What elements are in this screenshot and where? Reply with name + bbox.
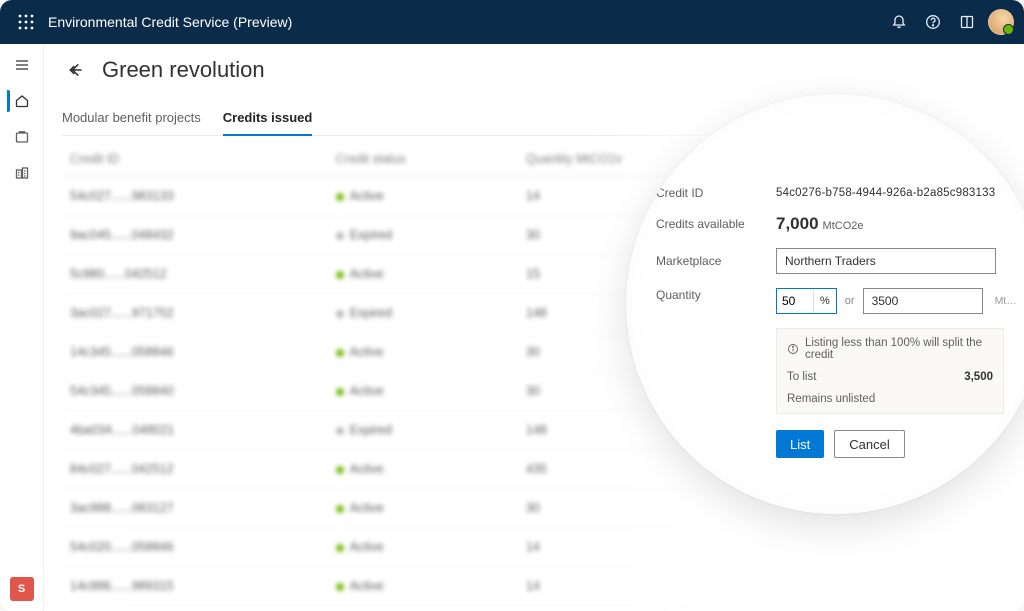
page-title: Green revolution bbox=[102, 57, 265, 83]
top-nav: Environmental Credit Service (Preview) bbox=[0, 0, 1024, 44]
tab-modular-benefit-projects[interactable]: Modular benefit projects bbox=[62, 102, 201, 135]
rail-bottom-badge[interactable]: S bbox=[10, 577, 34, 601]
quantity-absolute-unit: Mt… bbox=[995, 295, 1017, 307]
value-credit-id: 54c0276-b758-4944-926a-b2a85c983133 bbox=[776, 187, 1024, 199]
label-marketplace: Marketplace bbox=[656, 254, 776, 268]
help-icon[interactable] bbox=[916, 5, 950, 39]
col-credit-id[interactable]: Credit ID bbox=[62, 142, 328, 177]
split-info-text: Listing less than 100% will split the cr… bbox=[805, 337, 993, 361]
left-rail: S bbox=[0, 44, 44, 611]
marketplace-input[interactable] bbox=[776, 248, 996, 274]
rail-projects-icon[interactable] bbox=[7, 122, 37, 152]
col-credit-status[interactable]: Credit status bbox=[328, 142, 518, 177]
to-list-value: 3,500 bbox=[964, 371, 993, 383]
label-credit-id: Credit ID bbox=[656, 186, 776, 200]
quantity-percent-input[interactable] bbox=[777, 289, 813, 313]
credit-detail-panel: Credit ID 54c0276-b758-4944-926a-b2a85c9… bbox=[626, 94, 1024, 514]
quantity-absolute-input[interactable] bbox=[863, 288, 983, 314]
info-icon bbox=[787, 343, 799, 355]
app-launcher-icon[interactable] bbox=[10, 6, 42, 38]
value-credits-available: 7,000MtCO2e bbox=[776, 214, 1024, 234]
rail-toggle-icon[interactable] bbox=[7, 50, 37, 80]
percent-suffix: % bbox=[813, 289, 836, 313]
table-row[interactable]: 14c986......989315Active14- bbox=[62, 567, 1000, 606]
label-credits-available: Credits available bbox=[656, 217, 776, 231]
user-avatar[interactable] bbox=[988, 9, 1014, 35]
split-info-box: Listing less than 100% will split the cr… bbox=[776, 328, 1004, 414]
list-button[interactable]: List bbox=[776, 430, 824, 458]
quantity-or-label: or bbox=[845, 295, 855, 307]
app-title: Environmental Credit Service (Preview) bbox=[48, 14, 292, 30]
back-button[interactable] bbox=[62, 56, 90, 84]
main-content: Green revolution Modular benefit project… bbox=[44, 44, 1024, 611]
settings-book-icon[interactable] bbox=[950, 5, 984, 39]
cancel-button[interactable]: Cancel bbox=[834, 430, 904, 458]
table-row[interactable]: 54c020......058846Active14- bbox=[62, 528, 1000, 567]
table-row[interactable]: 3ac027......989631Active75Northern Trad… bbox=[62, 606, 1000, 611]
rail-buildings-icon[interactable] bbox=[7, 158, 37, 188]
label-quantity: Quantity bbox=[656, 288, 776, 302]
tab-credits-issued[interactable]: Credits issued bbox=[223, 102, 313, 135]
rail-home-icon[interactable] bbox=[7, 86, 37, 116]
to-list-label: To list bbox=[787, 371, 816, 383]
notifications-icon[interactable] bbox=[882, 5, 916, 39]
quantity-percent-wrap: % bbox=[776, 288, 837, 314]
remains-label: Remains unlisted bbox=[787, 393, 875, 405]
